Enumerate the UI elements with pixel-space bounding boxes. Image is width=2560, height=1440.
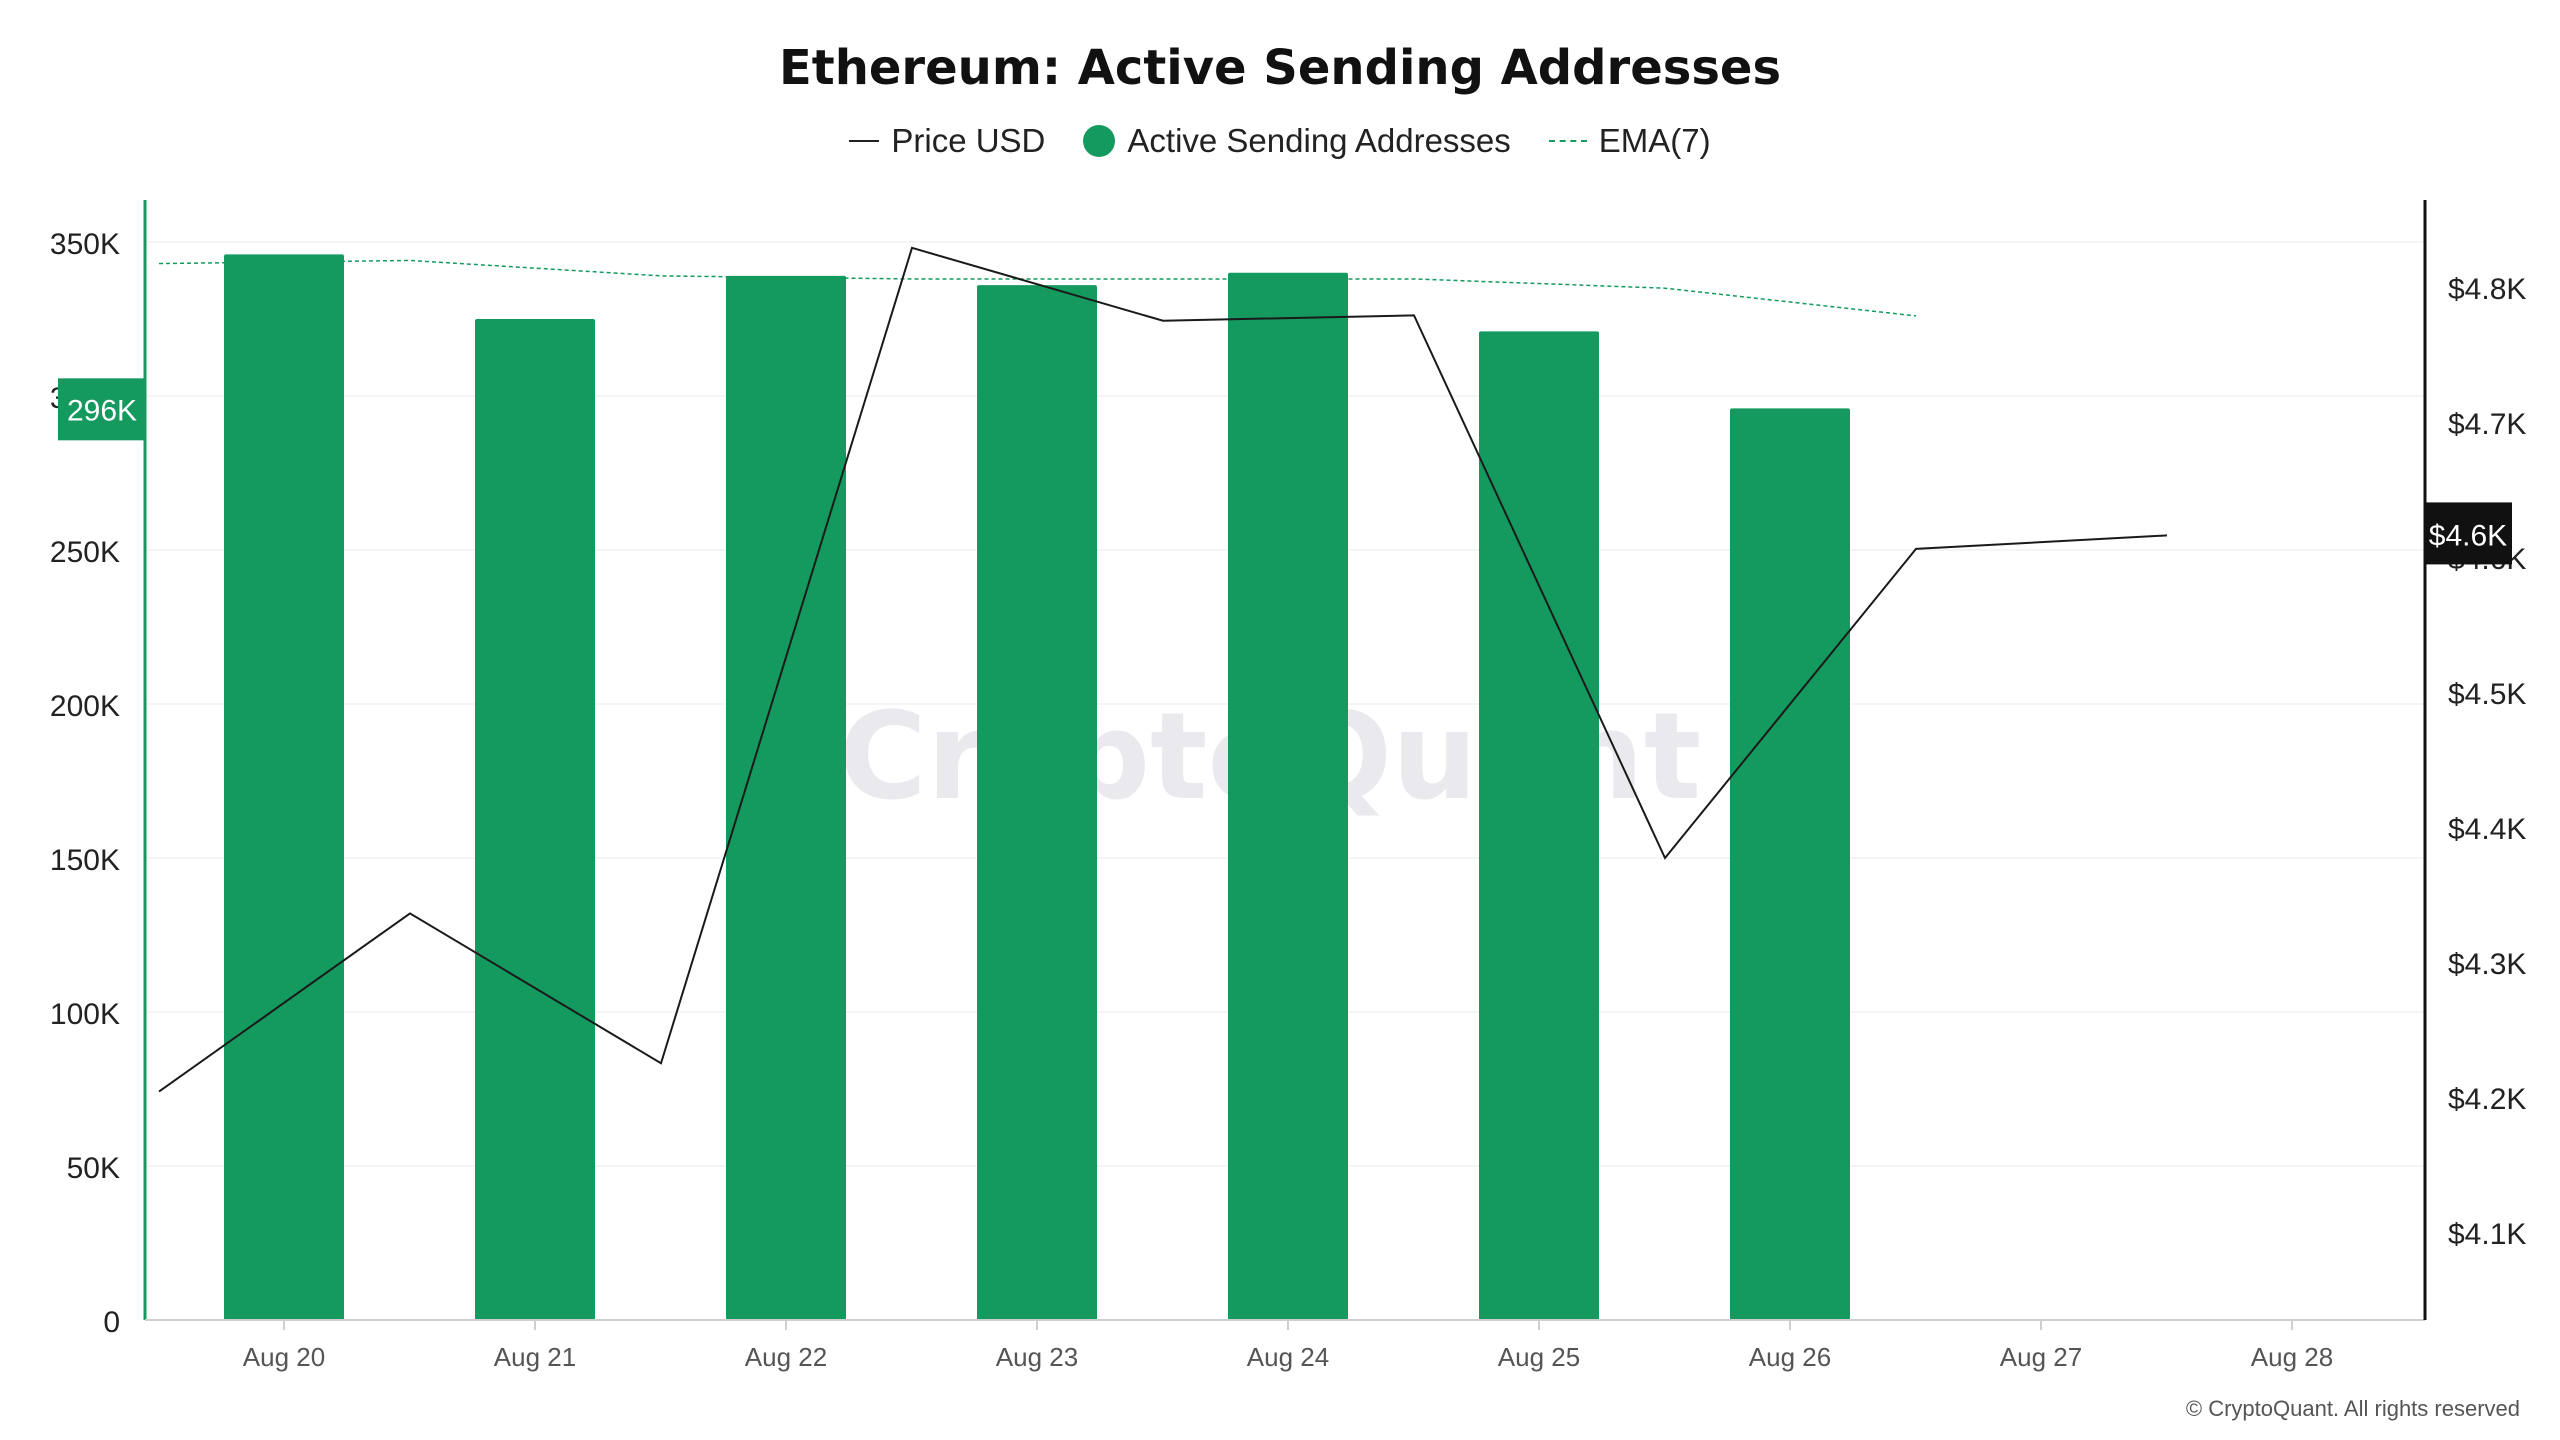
- x-tick-label-6: Aug 26: [1749, 1342, 1831, 1372]
- labels-layer: 050K100K150K200K250K300K350K$4.1K$4.2K$4…: [50, 228, 2526, 1372]
- left-tick-label-7: 350K: [50, 228, 120, 261]
- bar-active-addresses-5: [1479, 331, 1599, 1320]
- x-tick-label-0: Aug 20: [243, 1342, 325, 1372]
- left-highlight-badge: [58, 378, 146, 441]
- right-highlight-label: $4.6K: [2429, 519, 2507, 552]
- left-highlight-label: 296K: [67, 394, 137, 427]
- right-tick-label-2: $4.3K: [2448, 948, 2526, 981]
- left-tick-label-0: 0: [103, 1306, 120, 1339]
- legend-price-label: Price USD: [891, 122, 1046, 159]
- x-tick-label-7: Aug 27: [2000, 1342, 2082, 1372]
- x-tick-label-1: Aug 21: [494, 1342, 576, 1372]
- bars-layer: [224, 254, 1850, 1320]
- legend-price-line-icon: [849, 140, 880, 142]
- bar-active-addresses-6: [1730, 408, 1850, 1320]
- chart-legend: Price USD Active Sending Addresses EMA(7…: [0, 122, 2560, 160]
- x-tick-label-4: Aug 24: [1247, 1342, 1329, 1372]
- legend-active-label: Active Sending Addresses: [1127, 122, 1511, 159]
- legend-active-dot-icon: [1083, 125, 1116, 157]
- right-tick-label-7: $4.8K: [2448, 273, 2526, 306]
- price-layer: [158, 246, 2168, 1093]
- ema-layer: [158, 259, 1917, 317]
- bar-active-addresses-3: [977, 285, 1097, 1320]
- legend-ema-label: EMA(7): [1598, 122, 1711, 159]
- legend-ema[interactable]: EMA(7): [1548, 122, 1711, 160]
- right-tick-label-3: $4.4K: [2448, 813, 2526, 846]
- legend-ema-dash-icon: [1548, 140, 1587, 142]
- left-tick-label-5: 250K: [50, 536, 120, 569]
- legend-price[interactable]: Price USD: [849, 122, 1045, 160]
- bar-active-addresses-2: [726, 275, 846, 1320]
- left-tick-label-3: 150K: [50, 844, 120, 877]
- bar-active-addresses-4: [1228, 272, 1348, 1320]
- bar-active-addresses-1: [475, 319, 595, 1320]
- right-tick-label-1: $4.2K: [2448, 1083, 2526, 1116]
- right-tick-label-6: $4.7K: [2448, 408, 2526, 441]
- price-line: [158, 246, 2168, 1093]
- x-tick-label-8: Aug 28: [2251, 1342, 2333, 1372]
- left-tick-label-1: 50K: [67, 1152, 120, 1185]
- bar-active-addresses-0: [224, 254, 344, 1320]
- right-highlight-badge: [2425, 502, 2512, 565]
- chart-title: Ethereum: Active Sending Addresses: [778, 40, 1782, 96]
- ema-line: [158, 259, 1917, 317]
- copyright-notice: © CryptoQuant. All rights reserved: [2185, 1396, 2520, 1421]
- left-tick-label-2: 100K: [50, 998, 120, 1031]
- x-tick-label-2: Aug 22: [745, 1342, 827, 1372]
- legend-active-addresses[interactable]: Active Sending Addresses: [1083, 122, 1511, 160]
- left-tick-label-4: 200K: [50, 690, 120, 723]
- right-tick-label-0: $4.1K: [2448, 1218, 2526, 1251]
- x-tick-label-5: Aug 25: [1498, 1342, 1580, 1372]
- right-tick-label-4: $4.5K: [2448, 678, 2526, 711]
- x-tick-label-3: Aug 23: [996, 1342, 1078, 1372]
